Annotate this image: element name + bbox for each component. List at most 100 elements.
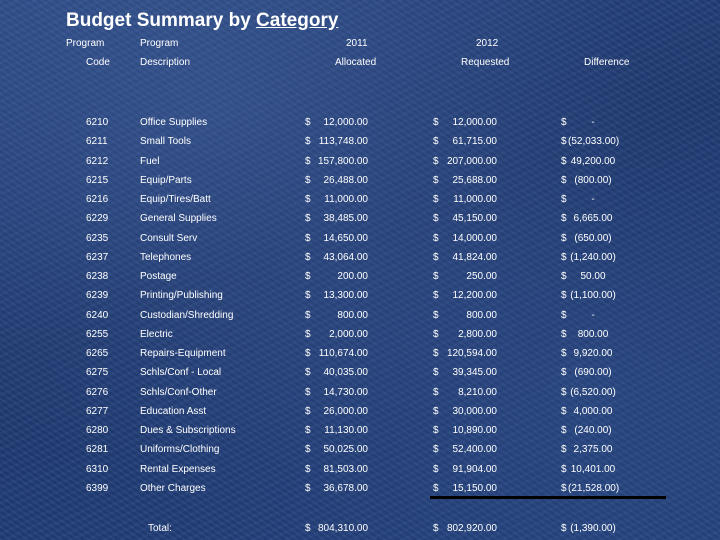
row-difference-amount: (1,240.00) [570, 252, 616, 263]
row-allocated-dollar: $ [305, 310, 311, 321]
row-allocated-amount: 157,800.00 [318, 156, 369, 167]
row-allocated-dollar: $ [305, 252, 311, 263]
row-difference-dollar: $ [561, 175, 567, 186]
header-code: Code [86, 57, 110, 68]
row-requested-amount: 15,150.00 [452, 483, 498, 494]
row-requested-amount: 39,345.00 [452, 367, 498, 378]
row-requested-dollar: $ [433, 194, 439, 205]
row-allocated-amount: 14,650.00 [323, 233, 369, 244]
row-description: Other Charges [140, 483, 206, 494]
row-allocated-amount: 43,064.00 [323, 252, 369, 263]
row-requested-amount: 120,594.00 [446, 348, 497, 359]
total-allocated-dollar: $ [305, 523, 311, 534]
row-code: 6215 [86, 175, 109, 186]
row-difference-amount: (690.00) [574, 367, 612, 378]
row-description: Telephones [140, 252, 192, 263]
row-allocated-dollar: $ [305, 156, 311, 167]
row-difference-dollar: $ [561, 136, 567, 147]
row-difference-dollar: $ [561, 290, 567, 301]
row-requested-dollar: $ [433, 271, 439, 282]
row-requested-dollar: $ [433, 367, 439, 378]
row-allocated-dollar: $ [305, 136, 311, 147]
row-requested-dollar: $ [433, 348, 439, 359]
row-difference-dollar: $ [561, 348, 567, 359]
row-requested-amount: 2,800.00 [458, 329, 497, 340]
row-difference-amount: (1,100.00) [570, 290, 616, 301]
row-requested-dollar: $ [433, 290, 439, 301]
row-difference-amount: (800.00) [574, 175, 612, 186]
row-requested-dollar: $ [433, 483, 439, 494]
row-difference-amount: (240.00) [574, 425, 612, 436]
row-description: Equip/Tires/Batt [140, 194, 211, 205]
row-difference-amount: - [591, 117, 595, 128]
row-allocated-dollar: $ [305, 194, 311, 205]
row-code: 6238 [86, 271, 109, 282]
row-requested-amount: 12,200.00 [452, 290, 498, 301]
row-description: Dues & Subscriptions [140, 425, 236, 436]
row-description: Printing/Publishing [140, 290, 223, 301]
row-code: 6216 [86, 194, 109, 205]
row-difference-amount: (21,528.00) [568, 483, 620, 494]
row-allocated-amount: 800.00 [337, 310, 368, 321]
row-requested-amount: 14,000.00 [452, 233, 498, 244]
row-requested-dollar: $ [433, 252, 439, 263]
row-difference-amount: 800.00 [577, 329, 609, 340]
row-requested-dollar: $ [433, 387, 439, 398]
row-allocated-amount: 200.00 [337, 271, 368, 282]
row-requested-amount: 8,210.00 [458, 387, 497, 398]
row-difference-amount: 6,665.00 [573, 213, 613, 224]
title-text: Budget Summary by [66, 10, 251, 31]
row-code: 6210 [86, 117, 109, 128]
row-code: 6280 [86, 425, 109, 436]
header-difference: Difference [584, 57, 630, 68]
row-difference-dollar: $ [561, 444, 567, 455]
row-requested-amount: 52,400.00 [452, 444, 498, 455]
row-difference-amount: (52,033.00) [568, 136, 620, 147]
row-difference-dollar: $ [561, 483, 567, 494]
row-requested-amount: 61,715.00 [452, 136, 498, 147]
row-requested-dollar: $ [433, 213, 439, 224]
row-allocated-amount: 12,000.00 [323, 117, 369, 128]
row-description: Schls/Conf-Other [140, 387, 217, 398]
row-requested-amount: 91,904.00 [452, 464, 498, 475]
row-allocated-amount: 50,025.00 [323, 444, 369, 455]
row-allocated-dollar: $ [305, 233, 311, 244]
row-requested-amount: 11,000.00 [453, 194, 497, 205]
row-difference-dollar: $ [561, 310, 567, 321]
row-allocated-amount: 11,000.00 [324, 194, 368, 205]
row-difference-dollar: $ [561, 156, 567, 167]
row-allocated-dollar: $ [305, 425, 311, 436]
row-difference-amount: 49,200.00 [570, 156, 616, 167]
row-allocated-amount: 38,485.00 [323, 213, 369, 224]
row-code: 6281 [86, 444, 109, 455]
total-difference: (1,390.00) [570, 523, 616, 534]
row-difference-amount: 10,401.00 [570, 464, 616, 475]
page-title: Budget Summary by Category [66, 10, 338, 32]
row-code: 6310 [86, 464, 109, 475]
row-code: 6211 [86, 136, 108, 147]
row-code: 6229 [86, 213, 109, 224]
row-difference-dollar: $ [561, 271, 567, 282]
row-description: Office Supplies [140, 117, 208, 128]
row-allocated-dollar: $ [305, 348, 311, 359]
row-description: Repairs-Equipment [140, 348, 226, 359]
row-requested-dollar: $ [433, 136, 439, 147]
row-allocated-dollar: $ [305, 483, 311, 494]
row-requested-dollar: $ [433, 425, 439, 436]
row-difference-dollar: $ [561, 117, 567, 128]
row-code: 6399 [86, 483, 109, 494]
row-difference-amount: 9,920.00 [573, 348, 613, 359]
row-allocated-amount: 110,674.00 [318, 348, 368, 359]
row-difference-dollar: $ [561, 252, 567, 263]
row-description: Electric [140, 329, 173, 340]
header-allocated: Allocated [335, 57, 377, 68]
row-code: 6275 [86, 367, 109, 378]
row-requested-amount: 800.00 [466, 310, 497, 321]
row-code: 6237 [86, 252, 109, 263]
row-code: 6235 [86, 233, 109, 244]
total-divider [430, 496, 666, 499]
row-difference-amount: 50.00 [580, 271, 606, 282]
row-requested-amount: 45,150.00 [452, 213, 498, 224]
row-allocated-amount: 113,748.00 [318, 136, 368, 147]
row-difference-dollar: $ [561, 406, 567, 417]
